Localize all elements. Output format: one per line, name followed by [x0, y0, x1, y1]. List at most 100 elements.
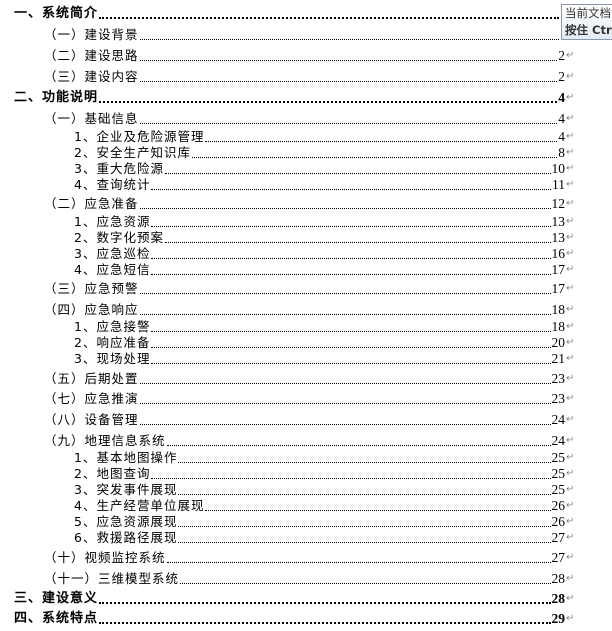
toc-entry[interactable]: 2、数字化预案 13 ↵ — [0, 228, 575, 246]
paragraph-mark-icon: ↵ — [566, 264, 575, 275]
toc-entry-title[interactable]: 1、基本地图操作 — [74, 450, 178, 465]
toc-entry-title[interactable]: 6、救援路径展现 — [74, 530, 178, 545]
toc-entry-title[interactable]: 二、功能说明 — [14, 90, 99, 105]
toc-entry-title[interactable]: （四）应急响应 — [44, 302, 139, 317]
paragraph-mark-icon: ↵ — [566, 113, 575, 124]
toc-entry[interactable]: 三、建设意义 28 ↵ — [0, 589, 575, 607]
toc-entry-title[interactable]: （一）基础信息 — [44, 111, 139, 126]
toc-entry-title[interactable]: （七）应急推演 — [44, 391, 139, 406]
toc-entry[interactable]: （十）视频监控系统 27 ↵ — [0, 548, 575, 566]
toc-entry[interactable]: （三）建设内容 2 ↵ — [0, 67, 575, 85]
toc-page-number: 25 — [551, 482, 566, 497]
toc-entry-title[interactable]: 1、应急接警 — [74, 319, 151, 334]
toc-entry[interactable]: 1、应急资源 13 ↵ — [0, 212, 575, 230]
toc-entry-title[interactable]: 2、数字化预案 — [74, 230, 164, 245]
toc-entry-title[interactable]: （二）应急准备 — [44, 196, 139, 211]
toc-entry-title[interactable]: （八）设备管理 — [44, 412, 139, 427]
toc-entry[interactable]: （十一）三维模型系统 28 ↵ — [0, 569, 575, 587]
paragraph-mark-icon: ↵ — [566, 373, 575, 384]
toc-entry-title[interactable]: （二）建设思路 — [44, 48, 139, 63]
toc-entry[interactable]: （九）地理信息系统 24 ↵ — [0, 431, 575, 449]
toc-leader-dots — [139, 39, 559, 40]
toc-leader-dots — [99, 622, 551, 624]
toc-entry[interactable]: （四）应急响应 18 ↵ — [0, 300, 575, 318]
toc-page-number: 2 — [558, 69, 565, 84]
toc-entry[interactable]: 4、应急短信 17 ↵ — [0, 260, 575, 278]
paragraph-mark-icon: ↵ — [566, 216, 575, 227]
toc-entry[interactable]: 4、生产经营单位展现 26 ↵ — [0, 496, 575, 514]
toc-page-number: 27 — [551, 550, 566, 565]
toc-entry-title[interactable]: 3、现场处理 — [74, 351, 151, 366]
paragraph-mark-icon: ↵ — [566, 532, 575, 543]
paragraph-mark-icon: ↵ — [566, 552, 575, 563]
toc-entry-title[interactable]: 3、应急巡检 — [74, 246, 151, 261]
toc-entry-title[interactable]: （十）视频监控系统 — [44, 550, 166, 565]
toc-entry-title[interactable]: 3、重大危险源 — [74, 161, 164, 176]
toc-page-number: 20 — [551, 335, 566, 350]
toc-entry[interactable]: 2、响应准备 20 ↵ — [0, 333, 575, 351]
toc-entry[interactable]: （二）建设思路 2 ↵ — [0, 46, 575, 64]
paragraph-mark-icon: ↵ — [566, 414, 575, 425]
toc-entry[interactable]: （七）应急推演 23 ↵ — [0, 389, 575, 407]
toc-leader-dots — [139, 208, 551, 209]
toc-entry[interactable]: 二、功能说明 4 ↵ — [0, 88, 575, 106]
toc-leader-dots — [139, 123, 558, 124]
toc-leader-dots — [205, 510, 551, 511]
toc-entry-title[interactable]: 2、安全生产知识库 — [74, 145, 191, 160]
toc-leader-dots — [139, 403, 551, 404]
toc-entry-title[interactable]: （三）建设内容 — [44, 69, 139, 84]
toc-entry[interactable]: 1、基本地图操作 25 ↵ — [0, 448, 575, 466]
toc-entry[interactable]: 1、应急接警 18 ↵ — [0, 317, 575, 335]
toc-entry-title[interactable]: （九）地理信息系统 — [44, 433, 166, 448]
toc-entry-title[interactable]: 一、系统简介 — [14, 6, 99, 21]
toc-entry[interactable]: 5、应急资源展现 26 ↵ — [0, 512, 575, 530]
toc-entry-title[interactable]: 4、生产经营单位展现 — [74, 498, 205, 513]
toc-entry[interactable]: 3、突发事件展现 25 ↵ — [0, 480, 575, 498]
toc-leader-dots — [139, 81, 558, 82]
toc-leader-dots — [178, 542, 551, 543]
toc-page-number: 26 — [551, 498, 566, 513]
paragraph-mark-icon: ↵ — [566, 147, 575, 158]
paragraph-mark-icon: ↵ — [566, 393, 575, 404]
toc-entry-title[interactable]: 1、企业及危险源管理 — [74, 129, 205, 144]
toc-entry-title[interactable]: （三）应急预警 — [44, 281, 139, 296]
toc-entry[interactable]: 3、现场处理 21 ↵ — [0, 349, 575, 367]
toc-entry[interactable]: 一、系统简介 — [0, 4, 560, 22]
toc-leader-dots — [151, 226, 551, 227]
toc-entry[interactable]: 4、查询统计 11 ↵ — [0, 175, 575, 193]
toc-entry-title[interactable]: 三、建设意义 — [14, 591, 99, 606]
toc-entry-title[interactable]: （十一）三维模型系统 — [44, 571, 180, 586]
toc-entry[interactable]: 2、安全生产知识库 8 ↵ — [0, 143, 575, 161]
paragraph-mark-icon: ↵ — [566, 248, 575, 259]
toc-entry[interactable]: 2、地图查询 25 ↵ — [0, 464, 575, 482]
tooltip-line-2: 按住 Ctrl — [565, 23, 612, 37]
toc-entry[interactable]: 四、系统特点 29 ↵ — [0, 609, 575, 627]
toc-entry-title[interactable]: 2、响应准备 — [74, 335, 151, 350]
toc-entry-title[interactable]: 四、系统特点 — [14, 611, 99, 626]
paragraph-mark-icon: ↵ — [566, 92, 575, 103]
toc-entry-title[interactable]: 4、应急短信 — [74, 262, 151, 277]
toc-entry[interactable]: （五）后期处置 23 ↵ — [0, 369, 575, 387]
paragraph-mark-icon: ↵ — [566, 468, 575, 479]
toc-leader-dots — [151, 189, 551, 190]
toc-entry[interactable]: 3、重大危险源 10 ↵ — [0, 159, 575, 177]
toc-entry-title[interactable]: （一）建设背景 — [44, 27, 139, 42]
toc-entry-title[interactable]: （五）后期处置 — [44, 371, 139, 386]
toc-entry-title[interactable]: 5、应急资源展现 — [74, 514, 178, 529]
toc-entry-title[interactable]: 3、突发事件展现 — [74, 482, 178, 497]
paragraph-mark-icon: ↵ — [566, 353, 575, 364]
toc-page-number: 24 — [551, 433, 566, 448]
toc-entry[interactable]: （一）建设背景 — [0, 25, 560, 43]
toc-entry[interactable]: （一）基础信息 4 ↵ — [0, 109, 575, 127]
toc-entry-title[interactable]: 2、地图查询 — [74, 466, 151, 481]
paragraph-mark-icon: ↵ — [566, 484, 575, 495]
toc-entry-title[interactable]: 1、应急资源 — [74, 214, 151, 229]
toc-entry[interactable]: 3、应急巡检 16 ↵ — [0, 244, 575, 262]
toc-entry[interactable]: （三）应急预警 17 ↵ — [0, 279, 575, 297]
toc-entry-title[interactable]: 4、查询统计 — [74, 177, 151, 192]
toc-entry[interactable]: （八）设备管理 24 ↵ — [0, 410, 575, 428]
toc-entry[interactable]: （二）应急准备 12 ↵ — [0, 194, 575, 212]
toc-entry[interactable]: 1、企业及危险源管理 4 ↵ — [0, 127, 575, 145]
tooltip-line-1: 当前文档 — [565, 6, 611, 20]
toc-entry[interactable]: 6、救援路径展现 27 ↵ — [0, 528, 575, 546]
